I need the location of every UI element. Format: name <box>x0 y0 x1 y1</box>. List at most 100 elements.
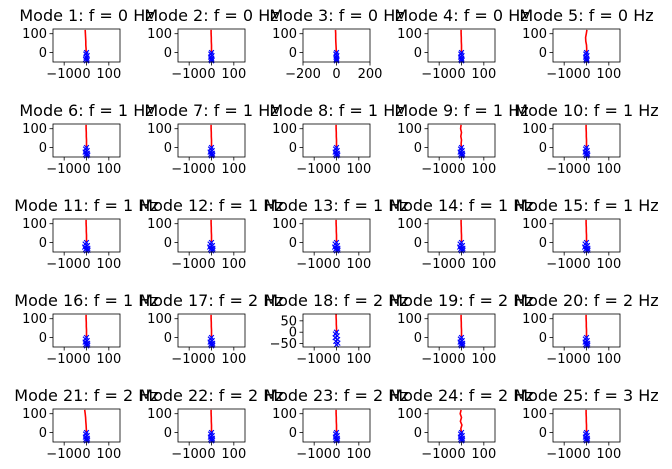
data-point-marker <box>83 343 90 349</box>
x-tick-label: 0 <box>207 352 215 367</box>
y-tick-label: 100 <box>272 122 297 137</box>
y-tick-label: 100 <box>22 312 47 327</box>
subplot-title: Mode 18: f = 2 Hz <box>264 291 408 310</box>
data-point-marker <box>333 341 340 348</box>
x-tick-label: −100 <box>171 257 207 272</box>
x-tick-label: 100 <box>221 352 246 367</box>
x-tick-label: −100 <box>421 447 457 462</box>
y-tick-label: 100 <box>22 27 47 42</box>
y-tick-label: 0 <box>414 141 422 156</box>
data-point-marker <box>458 58 465 64</box>
data-point-marker <box>83 248 90 254</box>
data-point-marker <box>208 58 215 64</box>
x-tick-label: 0 <box>207 257 215 272</box>
x-tick-label: −100 <box>546 67 582 82</box>
y-tick-label: 0 <box>164 331 172 346</box>
x-tick-label: 100 <box>96 352 121 367</box>
x-tick-label: 0 <box>82 257 90 272</box>
subplot-title: Mode 15: f = 1 Hz <box>514 196 658 215</box>
x-tick-label: 100 <box>96 447 121 462</box>
subplot-title: Mode 13: f = 1 Hz <box>264 196 408 215</box>
x-tick-label: −100 <box>546 352 582 367</box>
x-tick-label: −100 <box>46 67 82 82</box>
x-tick-label: −100 <box>421 257 457 272</box>
x-tick-label: −100 <box>46 447 82 462</box>
x-tick-label: 0 <box>82 447 90 462</box>
x-tick-label: 0 <box>82 162 90 177</box>
x-tick-label: 100 <box>596 162 621 177</box>
data-point-marker <box>83 153 90 159</box>
subplot-title: Mode 10: f = 1 Hz <box>514 101 658 120</box>
x-tick-label: 0 <box>457 67 465 82</box>
y-tick-label: 0 <box>539 331 547 346</box>
subplot-title: Mode 2: f = 0 Hz <box>144 6 278 25</box>
y-tick-label: 0 <box>289 426 297 441</box>
x-tick-label: 100 <box>221 162 246 177</box>
subplot-title: Mode 12: f = 1 Hz <box>139 196 283 215</box>
y-tick-label: 100 <box>522 27 547 42</box>
y-tick-label: 0 <box>414 331 422 346</box>
x-tick-label: 100 <box>96 257 121 272</box>
data-point-marker <box>83 58 90 64</box>
y-tick-label: 0 <box>164 426 172 441</box>
y-tick-label: 100 <box>22 407 47 422</box>
x-tick-label: 100 <box>471 162 496 177</box>
x-tick-label: 100 <box>596 352 621 367</box>
subplot-title: Mode 20: f = 2 Hz <box>514 291 658 310</box>
data-point-marker <box>208 248 215 254</box>
y-tick-label: 100 <box>147 27 172 42</box>
x-tick-label: 100 <box>96 162 121 177</box>
x-tick-label: −100 <box>421 162 457 177</box>
x-tick-label: 100 <box>471 67 496 82</box>
x-tick-label: −100 <box>171 162 207 177</box>
x-tick-label: −100 <box>46 257 82 272</box>
subplot-title: Mode 4: f = 0 Hz <box>394 6 528 25</box>
y-tick-label: 0 <box>39 236 47 251</box>
x-tick-label: −100 <box>546 162 582 177</box>
x-tick-label: −100 <box>296 352 332 367</box>
y-tick-label: 100 <box>397 407 422 422</box>
y-tick-label: 0 <box>539 141 547 156</box>
subplot-3: Mode 3: f = 0 Hz −200 0 200 100 0 <box>269 6 403 82</box>
y-tick-label: 0 <box>414 236 422 251</box>
data-point-marker <box>583 248 590 254</box>
x-tick-label: 0 <box>582 352 590 367</box>
x-tick-label: −100 <box>171 352 207 367</box>
x-tick-label: −100 <box>546 257 582 272</box>
y-tick-label: 100 <box>397 217 422 232</box>
x-tick-label: 0 <box>332 257 340 272</box>
x-tick-label: 0 <box>582 447 590 462</box>
x-tick-label: −100 <box>421 67 457 82</box>
x-tick-label: 0 <box>457 352 465 367</box>
data-point-marker <box>333 58 340 64</box>
x-tick-label: −100 <box>296 447 332 462</box>
y-tick-label: 0 <box>289 326 297 341</box>
y-tick-label: 100 <box>272 27 297 42</box>
x-tick-label: 0 <box>332 447 340 462</box>
x-tick-label: 100 <box>596 67 621 82</box>
x-tick-label: 0 <box>332 352 340 367</box>
y-tick-label: 100 <box>522 217 547 232</box>
x-tick-label: −100 <box>296 162 332 177</box>
y-tick-label: 0 <box>289 46 297 61</box>
subplot-title: Mode 24: f = 2 Hz <box>389 386 533 405</box>
x-tick-label: −100 <box>421 352 457 367</box>
x-tick-label: 100 <box>346 162 371 177</box>
x-tick-label: 100 <box>471 352 496 367</box>
y-tick-label: 0 <box>539 46 547 61</box>
y-tick-label: 0 <box>39 331 47 346</box>
data-point-marker <box>83 438 90 444</box>
data-point-marker <box>208 153 215 159</box>
y-tick-label: 100 <box>397 27 422 42</box>
